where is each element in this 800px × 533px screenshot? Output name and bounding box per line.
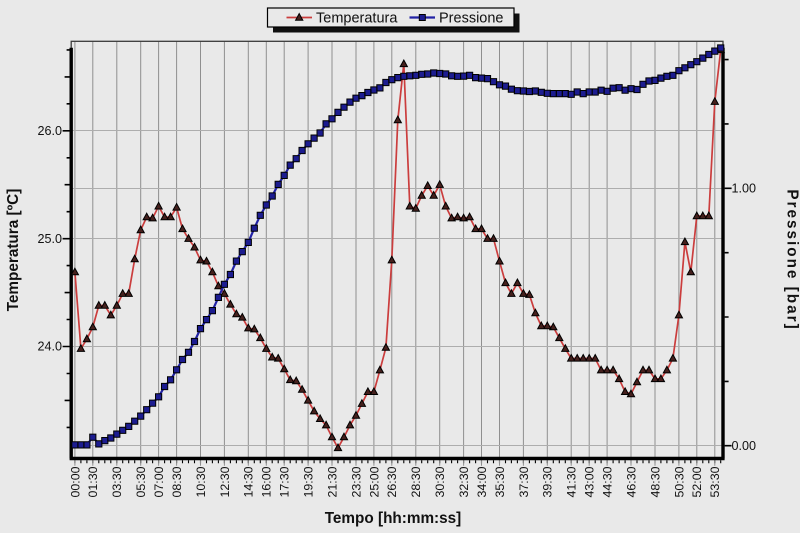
svg-text:24.0: 24.0 <box>37 340 62 354</box>
svg-text:50:30: 50:30 <box>672 466 686 497</box>
svg-text:26:30: 26:30 <box>385 466 399 497</box>
svg-text:28:30: 28:30 <box>409 466 423 497</box>
svg-text:00:00: 00:00 <box>68 466 82 497</box>
svg-text:03:30: 03:30 <box>110 466 124 497</box>
svg-text:34:00: 34:00 <box>475 466 489 497</box>
svg-text:Temperatura: Temperatura <box>316 11 398 27</box>
svg-text:25.0: 25.0 <box>37 232 62 246</box>
svg-text:39:30: 39:30 <box>541 466 555 497</box>
svg-text:25:00: 25:00 <box>367 466 381 497</box>
svg-text:41:30: 41:30 <box>565 466 579 497</box>
svg-text:44:30: 44:30 <box>601 466 615 497</box>
svg-text:53:30: 53:30 <box>708 466 722 497</box>
svg-text:Temperatura [ºC]: Temperatura [ºC] <box>5 189 22 312</box>
svg-text:1.00: 1.00 <box>732 182 757 196</box>
svg-text:08:30: 08:30 <box>170 466 184 497</box>
svg-text:30:30: 30:30 <box>433 466 447 497</box>
svg-text:23:30: 23:30 <box>349 466 363 497</box>
svg-text:19:30: 19:30 <box>302 466 316 497</box>
svg-text:Pressione: Pressione <box>439 11 503 27</box>
svg-text:14:30: 14:30 <box>242 466 256 497</box>
svg-text:21:30: 21:30 <box>325 466 339 497</box>
svg-text:17:30: 17:30 <box>278 466 292 497</box>
svg-text:37:30: 37:30 <box>517 466 531 497</box>
svg-text:46:30: 46:30 <box>624 466 638 497</box>
svg-text:07:00: 07:00 <box>152 466 166 497</box>
svg-text:26.0: 26.0 <box>37 124 62 138</box>
svg-text:0.00: 0.00 <box>732 439 757 453</box>
svg-text:52:00: 52:00 <box>690 466 704 497</box>
svg-text:10:30: 10:30 <box>194 466 208 497</box>
svg-text:16:00: 16:00 <box>260 466 274 497</box>
svg-text:48:30: 48:30 <box>648 466 662 497</box>
svg-text:05:30: 05:30 <box>134 466 148 497</box>
svg-text:Pressione [bar]: Pressione [bar] <box>784 189 800 330</box>
svg-text:Tempo [hh:mm:ss]: Tempo [hh:mm:ss] <box>325 510 462 527</box>
svg-text:35:30: 35:30 <box>493 466 507 497</box>
svg-text:12:30: 12:30 <box>218 466 232 497</box>
svg-text:43:00: 43:00 <box>583 466 597 497</box>
svg-text:32:30: 32:30 <box>457 466 471 497</box>
svg-text:01:30: 01:30 <box>86 466 100 497</box>
